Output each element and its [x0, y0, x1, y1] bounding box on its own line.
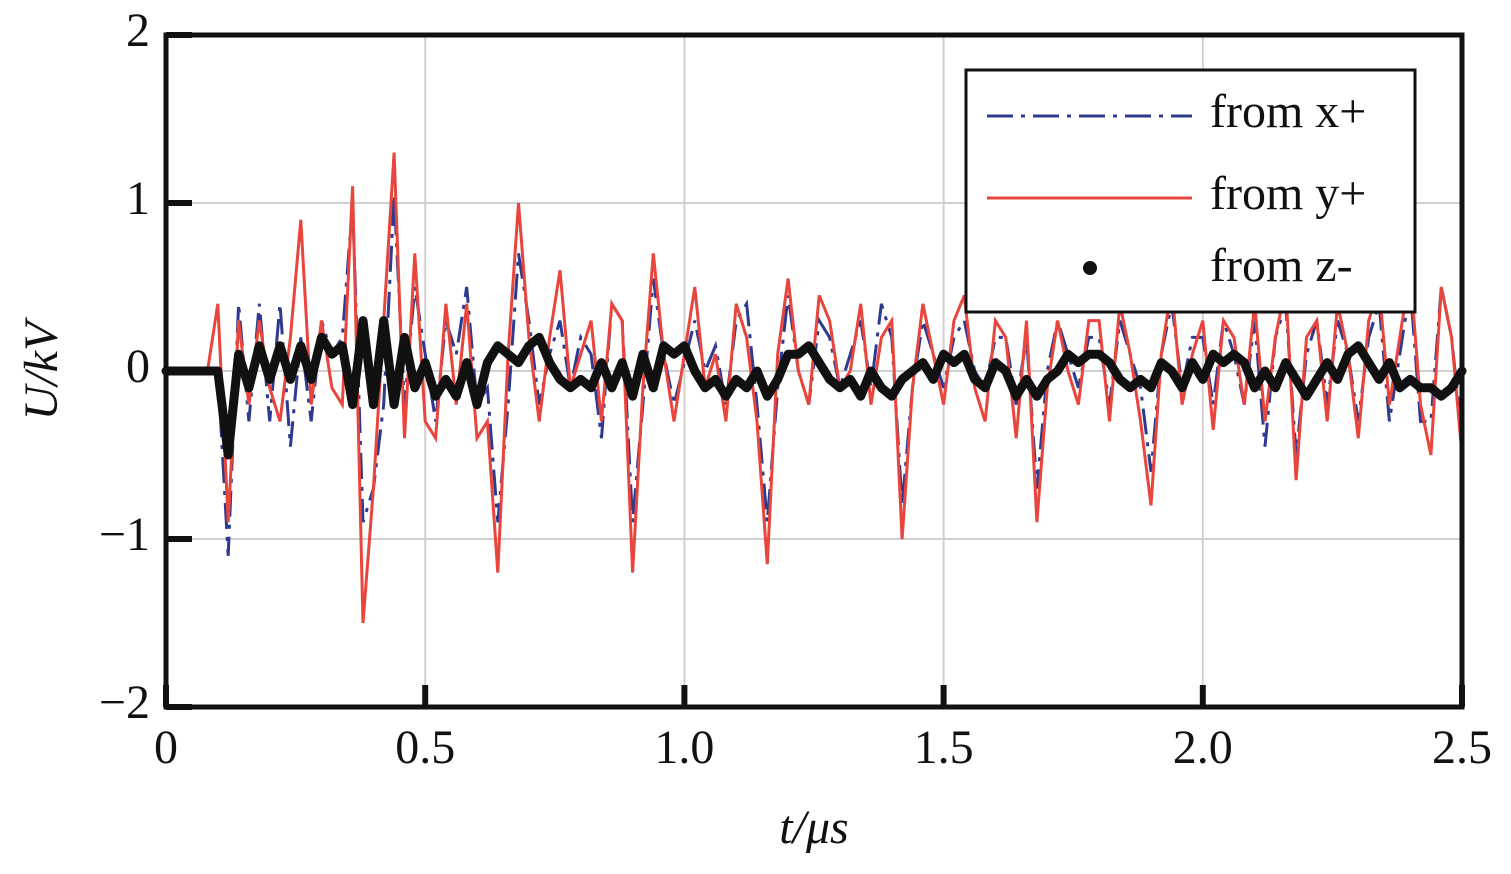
legend-label: from x+: [1210, 85, 1366, 138]
x-tick-label: 0.5: [395, 721, 455, 774]
x-axis-label: t/μs: [779, 801, 848, 854]
y-tick-label: −2: [99, 676, 150, 729]
legend-label: from y+: [1210, 167, 1366, 220]
y-tick-label: −1: [99, 508, 150, 561]
y-tick-label: 2: [126, 4, 150, 57]
legend-marker: [1083, 261, 1097, 275]
series-line: [161, 316, 1467, 460]
y-tick-label: 1: [126, 172, 150, 225]
legend-label: from z-: [1210, 239, 1353, 292]
x-tick-label: 1.0: [654, 721, 714, 774]
x-tick-label: 2.5: [1432, 721, 1492, 774]
plot-frame: [163, 32, 1465, 710]
x-tick-label: 2.0: [1173, 721, 1233, 774]
legend: from x+ from y+ from z-: [964, 68, 1417, 314]
y-axis-label: U/kV: [15, 317, 68, 420]
x-tick-label: 1.5: [914, 721, 974, 774]
y-tick-label: 0: [126, 340, 150, 393]
x-tick-label: 0: [154, 721, 178, 774]
legend-box: [964, 68, 1417, 314]
